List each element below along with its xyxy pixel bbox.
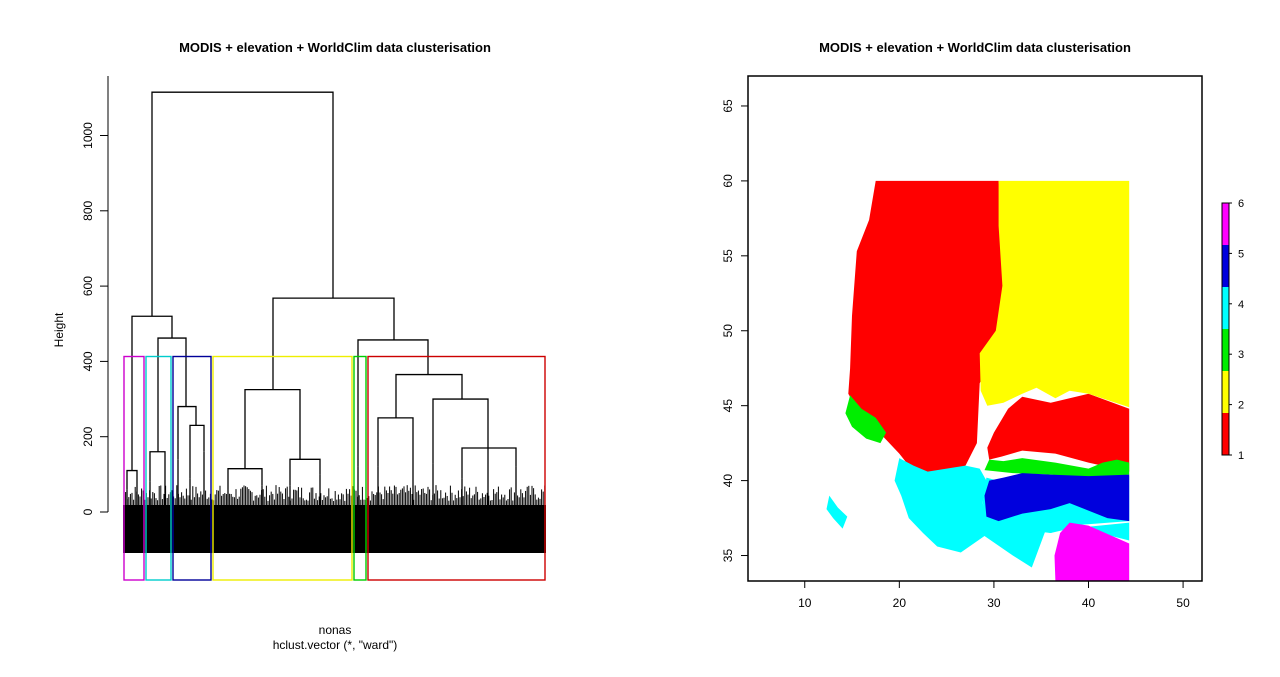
map-y-tick-label: 40 [721, 474, 735, 488]
dendrogram-leaves [123, 485, 546, 553]
tree-branch [157, 337, 187, 452]
map-y-tick-label: 45 [721, 399, 735, 413]
legend-label: 2 [1238, 400, 1244, 412]
cluster-4-region [826, 495, 848, 529]
map-title: MODIS + elevation + WorldClim data clust… [819, 40, 1131, 55]
tree-branch [244, 388, 301, 469]
cluster-rect [367, 355, 546, 581]
dendrogram-y-tick-label: 400 [81, 351, 95, 371]
cluster-6-region [1054, 522, 1130, 581]
legend-swatch [1222, 329, 1229, 371]
map-x-tick-label: 10 [798, 596, 812, 610]
tree-branch [149, 451, 166, 494]
legend-swatch [1222, 371, 1229, 413]
tree-branch [131, 315, 173, 471]
legend-swatch [1222, 203, 1229, 245]
map-y-tick-label: 65 [721, 99, 735, 113]
map-x-tick-label: 30 [987, 596, 1001, 610]
dendrogram-subtitle: hclust.vector (*, "ward") [273, 638, 398, 652]
dendrogram-y-tick-label: 1000 [81, 122, 95, 149]
legend-swatch [1222, 287, 1229, 329]
dendrogram-title: MODIS + elevation + WorldClim data clust… [179, 40, 491, 55]
dendrogram-y-ticks: 0 200 400 600 800 1000 [81, 122, 108, 515]
tree-branch [395, 373, 463, 418]
legend-label: 1 [1238, 450, 1244, 462]
map-regions [826, 180, 1130, 581]
cluster-5-region [984, 473, 1130, 522]
cluster-2-region [979, 180, 1130, 408]
tree-branch [432, 398, 489, 464]
tree-branch [126, 469, 138, 497]
legend-frame [1221, 202, 1230, 456]
map-plot-border [747, 75, 1203, 582]
tree-branch [151, 91, 334, 317]
dendrogram-y-label: Height [52, 312, 66, 347]
cluster-rect [172, 355, 212, 581]
dendrogram-y-tick-label: 0 [81, 508, 95, 515]
map-y-tick-label: 60 [721, 174, 735, 188]
map-y-tick-label: 50 [721, 324, 735, 338]
map-y-tick-label: 55 [721, 249, 735, 263]
cluster-4-region [894, 458, 1130, 568]
tree-branch [377, 417, 414, 467]
cluster-map-panel: MODIS + elevation + WorldClim data clust… [721, 40, 1244, 610]
map-x-ticks: 10 20 30 40 50 [798, 581, 1190, 610]
legend-swatch [1222, 413, 1229, 455]
cluster-rect [123, 355, 145, 581]
legend-label: 6 [1238, 198, 1244, 210]
tree-branch [227, 468, 263, 490]
dendrogram-tree [126, 91, 517, 505]
tree-branch [177, 405, 197, 460]
cluster-1-region [848, 180, 1009, 481]
map-x-tick-label: 40 [1082, 596, 1096, 610]
dendrogram-y-tick-label: 600 [81, 276, 95, 296]
cluster-rectangles [123, 355, 546, 581]
legend-label: 5 [1238, 248, 1244, 260]
cluster-3-region [984, 458, 1130, 480]
map-x-tick-label: 50 [1176, 596, 1190, 610]
map-legend: 1 2 3 4 5 6 [1221, 198, 1244, 462]
map-y-ticks: 35 40 45 50 55 60 65 [721, 99, 748, 562]
cluster-rect [212, 355, 353, 581]
tree-branch [189, 424, 205, 479]
dendrogram-y-tick-label: 800 [81, 200, 95, 220]
dendrogram-y-tick-label: 200 [81, 426, 95, 446]
legend-swatch [1222, 245, 1229, 287]
leaf-mass [123, 505, 546, 553]
legend-label: 4 [1238, 299, 1244, 311]
tree-branch [357, 339, 429, 467]
cluster-rect [353, 355, 367, 581]
cluster-3-region [845, 395, 887, 444]
cluster-rect [145, 355, 172, 581]
cluster-1-region [987, 393, 1130, 472]
dendrogram-panel: MODIS + elevation + WorldClim data clust… [52, 40, 546, 652]
map-y-tick-label: 35 [721, 549, 735, 563]
tree-branch [461, 447, 517, 479]
tree-branch [289, 458, 321, 486]
tree-branch [272, 297, 395, 390]
legend-label: 3 [1238, 349, 1244, 361]
dendrogram-x-label: nonas [319, 623, 352, 637]
map-x-tick-label: 20 [893, 596, 907, 610]
